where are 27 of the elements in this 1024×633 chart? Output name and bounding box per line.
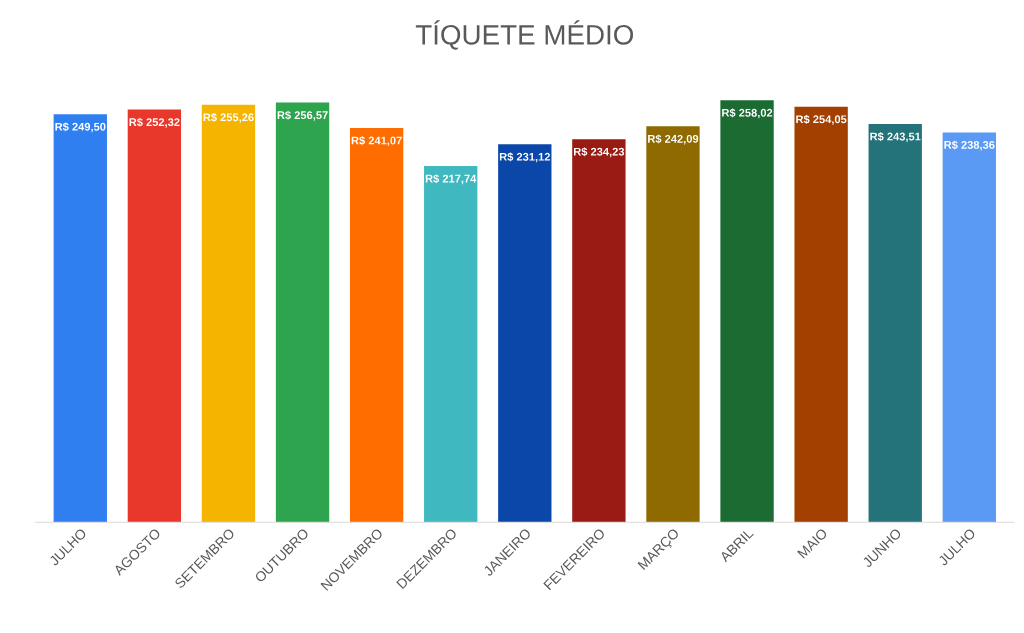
data-label: R$ 255,26 <box>203 112 254 123</box>
bar <box>498 144 552 523</box>
bar <box>868 123 922 523</box>
bar <box>572 139 626 523</box>
bar <box>646 126 700 523</box>
bar <box>424 166 478 523</box>
bar <box>349 127 404 523</box>
data-label: R$ 238,36 <box>944 140 995 151</box>
data-label: R$ 217,74 <box>425 174 477 185</box>
bar <box>275 102 330 523</box>
bar <box>942 132 996 523</box>
data-label: R$ 234,23 <box>573 147 625 158</box>
bar <box>127 109 182 523</box>
chart-title: TÍQUETE MÉDIO <box>415 20 634 50</box>
bar <box>794 106 848 523</box>
data-label: R$ 249,50 <box>55 122 106 133</box>
data-label: R$ 231,12 <box>499 152 550 163</box>
bar <box>201 104 256 523</box>
data-label: R$ 258,02 <box>722 108 773 119</box>
data-label: R$ 254,05 <box>796 114 847 125</box>
data-label: R$ 252,32 <box>129 117 180 128</box>
bar <box>720 100 774 523</box>
data-label: R$ 241,07 <box>351 136 402 147</box>
data-label: R$ 243,51 <box>870 132 921 143</box>
data-label: R$ 242,09 <box>648 134 699 145</box>
data-label: R$ 256,57 <box>277 110 328 121</box>
bar <box>53 114 107 523</box>
